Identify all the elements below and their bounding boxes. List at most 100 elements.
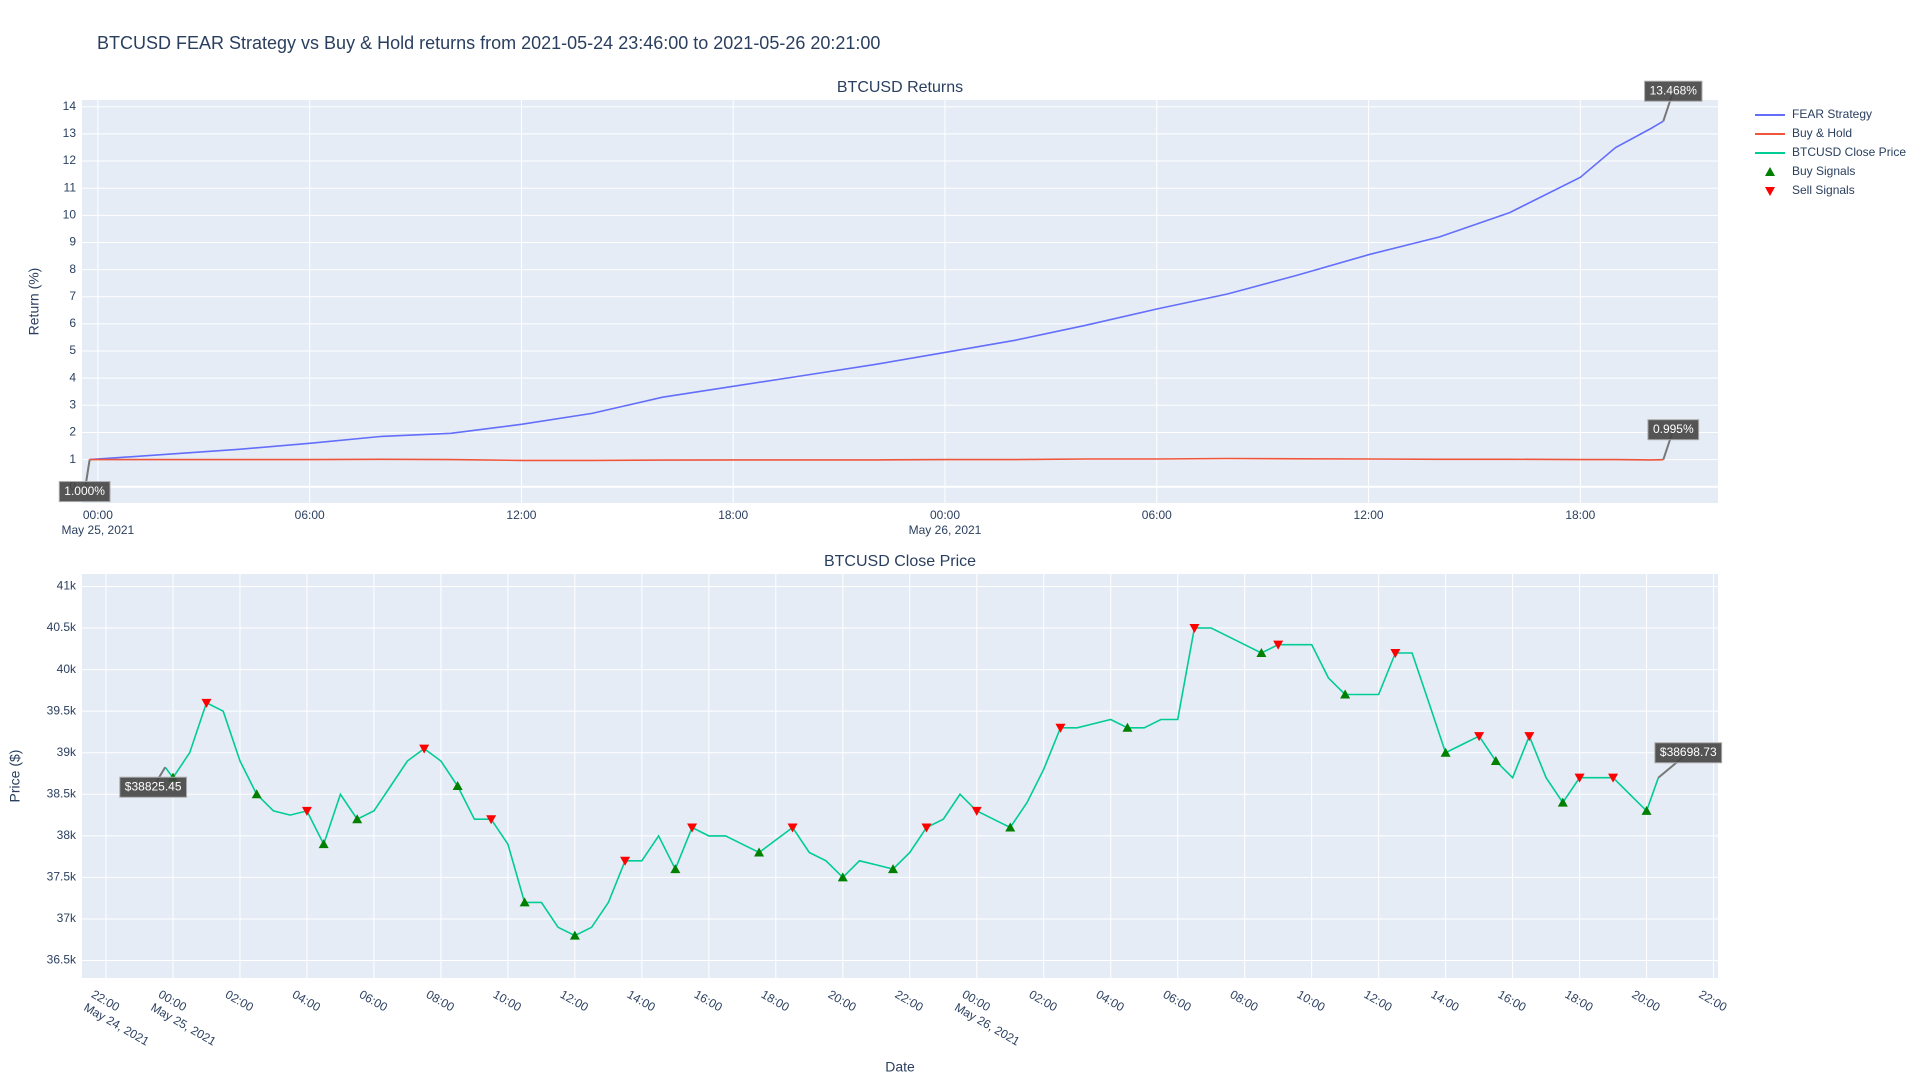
signal-marker [1490, 756, 1501, 766]
annotation: 0.995% [1647, 419, 1700, 441]
x-tick-label: 12:00 [506, 508, 536, 522]
signal-marker [1005, 822, 1016, 832]
x-tick-label: 18:00 [718, 508, 748, 522]
signal-marker [569, 930, 580, 940]
signal-marker [419, 744, 430, 754]
plot-area [82, 574, 1718, 978]
signal-marker [1608, 773, 1619, 783]
x-tick-label: 12:00 [1362, 987, 1395, 1014]
signal-marker [1273, 640, 1284, 650]
y-tick-label: 10 [63, 208, 77, 222]
signal-marker [1390, 648, 1401, 658]
y-tick-label: 13 [63, 126, 77, 140]
page-title: BTCUSD FEAR Strategy vs Buy & Hold retur… [97, 33, 880, 53]
x-tick-label: 14:00 [1429, 987, 1462, 1014]
signal-marker [921, 823, 932, 833]
signal-marker [251, 789, 262, 799]
x-tick-label: 00:00May 26, 2021 [952, 987, 1030, 1049]
signal-marker [452, 780, 463, 790]
y-tick-label: 40k [57, 662, 77, 676]
y-tick-label: 2 [69, 425, 76, 439]
y-tick-label: 37.5k [47, 870, 77, 884]
annotation: $38825.45 [119, 776, 188, 798]
signal-marker [971, 806, 982, 816]
annotation: 1.000% [58, 481, 111, 503]
signal-marker [1055, 723, 1066, 733]
signal-marker [787, 823, 798, 833]
y-tick-label: 11 [64, 180, 77, 194]
x-tick-label: 02:00 [1027, 987, 1060, 1014]
x-tick-label: 22:00 [893, 987, 926, 1014]
signal-marker [1340, 689, 1351, 699]
x-tick-label: 12:00 [1354, 508, 1384, 522]
annotation: 13.468% [1644, 80, 1703, 102]
signal-marker [620, 856, 631, 866]
x-tick-label: 18:00 [759, 987, 792, 1014]
series-line [89, 120, 1664, 461]
x-tick-label: 18:00 [1562, 987, 1595, 1014]
series-line [89, 457, 1664, 462]
legend-label: Sell Signals [1792, 183, 1855, 197]
legend-swatch [1765, 167, 1775, 176]
signal-marker [352, 814, 363, 824]
x-tick-label: 06:00 [357, 987, 390, 1014]
x-tick-label: 22:00May 24, 2021 [81, 987, 159, 1049]
annotation-box [1647, 419, 1700, 441]
legend-label: Buy & Hold [1792, 126, 1852, 140]
signal-marker [687, 823, 698, 833]
y-tick-label: 40.5k [47, 620, 77, 634]
legend-label: BTCUSD Close Price [1792, 145, 1906, 159]
subplot-title: BTCUSD Close Price [824, 553, 976, 570]
annotation-text: 0.995% [1653, 422, 1694, 436]
y-tick-label: 39.5k [47, 703, 77, 717]
signal-marker [1440, 747, 1451, 757]
signal-marker [1557, 797, 1568, 807]
x-tick-label: 04:00 [290, 987, 323, 1014]
y-tick-label: 3 [69, 397, 76, 411]
x-tick-label: 16:00 [1496, 987, 1529, 1014]
y-tick-label: 14 [63, 99, 77, 113]
x-tick-label: 16:00 [692, 987, 725, 1014]
signal-marker [519, 897, 530, 907]
y-tick-label: 39k [57, 745, 77, 759]
signal-marker [670, 864, 681, 874]
y-tick-label: 12 [63, 153, 77, 167]
plot-area [82, 100, 1718, 503]
y-axis-title: Price ($) [7, 750, 23, 803]
signal-marker [1474, 732, 1485, 742]
y-tick-label: 6 [69, 316, 76, 330]
legend-label: Buy Signals [1792, 164, 1855, 178]
y-tick-label: 8 [69, 262, 76, 276]
annotation-box [1654, 742, 1723, 764]
annotation-text: $38825.45 [125, 779, 182, 793]
y-axis-title: Return (%) [26, 268, 42, 336]
y-tick-label: 37k [57, 911, 77, 925]
signal-marker [888, 864, 899, 874]
y-tick-label: 4 [69, 370, 76, 384]
signal-marker [754, 847, 765, 857]
y-tick-label: 41k [57, 579, 77, 593]
annotation-text: 1.000% [64, 484, 105, 498]
legend-label: FEAR Strategy [1792, 107, 1872, 121]
x-tick-label: 12:00 [558, 987, 591, 1014]
x-tick-label: 20:00 [1629, 987, 1662, 1014]
signal-marker [1122, 722, 1133, 732]
x-tick-label: 10:00 [491, 987, 524, 1014]
x-tick-label: 20:00 [826, 987, 859, 1014]
x-tick-label: 04:00 [1094, 987, 1127, 1014]
x-tick-label: 18:00 [1565, 508, 1595, 522]
y-tick-label: 9 [69, 235, 76, 249]
signal-marker [1256, 647, 1267, 657]
signal-marker [1524, 732, 1535, 742]
x-tick-label: 00:00May 25, 2021 [148, 987, 226, 1049]
signal-marker [1574, 773, 1585, 783]
annotation-box [119, 776, 188, 798]
x-tick-label: 10:00 [1295, 987, 1328, 1014]
signal-marker [1189, 624, 1200, 634]
x-tick-label: 08:00 [424, 987, 457, 1014]
signal-marker [486, 815, 497, 825]
y-tick-label: 5 [69, 343, 76, 357]
subplot-title: BTCUSD Returns [837, 79, 963, 96]
